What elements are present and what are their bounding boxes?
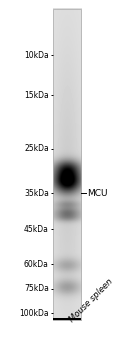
Text: MCU: MCU <box>87 189 108 198</box>
Text: Mouse spleen: Mouse spleen <box>68 277 115 324</box>
Text: 15kDa: 15kDa <box>24 91 49 100</box>
Bar <box>53 9 81 320</box>
Text: 100kDa: 100kDa <box>19 309 49 318</box>
Bar <box>53 9 81 320</box>
Text: 25kDa: 25kDa <box>24 144 49 153</box>
Text: 35kDa: 35kDa <box>24 189 49 198</box>
Text: 10kDa: 10kDa <box>24 51 49 60</box>
Bar <box>53 318 81 320</box>
Text: 45kDa: 45kDa <box>24 225 49 234</box>
Text: 75kDa: 75kDa <box>24 284 49 293</box>
Text: 60kDa: 60kDa <box>24 260 49 269</box>
